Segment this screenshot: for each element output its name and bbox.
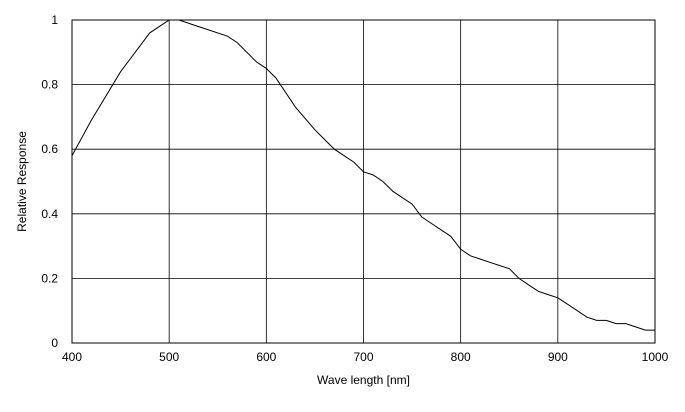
x-tick-label: 800	[451, 350, 471, 364]
x-tick-label: 700	[353, 350, 373, 364]
grid	[71, 19, 656, 344]
y-tick-label: 0.2	[41, 271, 58, 285]
x-tick-label: 500	[159, 350, 179, 364]
y-tick-label: 1	[51, 13, 58, 27]
y-tick-label: 0.6	[41, 142, 58, 156]
x-tick-label: 400	[62, 350, 82, 364]
y-tick-label: 0.8	[41, 78, 58, 92]
x-tick-label: 1000	[642, 350, 669, 364]
x-tick-label: 600	[256, 350, 276, 364]
y-tick-label: 0.4	[41, 207, 58, 221]
plot-frame	[71, 19, 656, 344]
response-curve	[71, 19, 655, 331]
y-axis-label: Relative Response	[15, 131, 29, 232]
x-tick-label: 900	[548, 350, 568, 364]
y-tick-label: 0	[51, 336, 58, 350]
x-axis-label: Wave length [nm]	[317, 373, 410, 387]
tick-labels: 400 500 600 700 800 900 1000 0 0.2 0.4 0.6 0.8 1	[41, 13, 668, 364]
